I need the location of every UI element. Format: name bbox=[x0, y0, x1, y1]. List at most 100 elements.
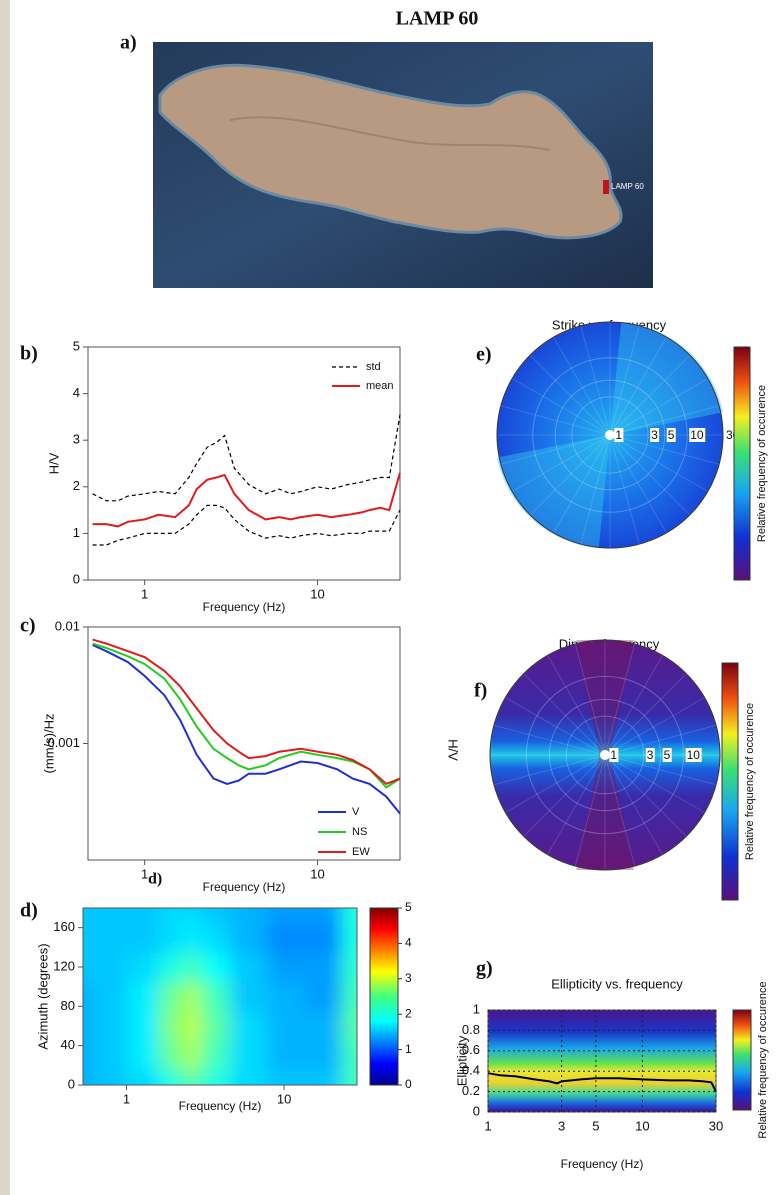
colorbar-tick-label: 2 bbox=[405, 1006, 412, 1020]
x-tick-label: 1 bbox=[141, 586, 148, 601]
heatmap-cell bbox=[304, 952, 343, 983]
heatmap-cell bbox=[182, 952, 203, 983]
heatmap-cell bbox=[266, 1040, 305, 1071]
heatmap-cell bbox=[230, 922, 268, 953]
y-tick-label: 0.6 bbox=[462, 1042, 480, 1057]
heatmap-cell bbox=[83, 1040, 96, 1071]
heatmap-cell bbox=[182, 922, 203, 953]
heatmap-cell bbox=[95, 952, 129, 983]
heatmap-cell bbox=[127, 908, 160, 924]
x-tick-label: 1 bbox=[123, 1091, 130, 1106]
series-line bbox=[92, 642, 401, 789]
legend-label: mean bbox=[366, 380, 394, 392]
heatmap-cell bbox=[159, 908, 184, 924]
colorbar-tick-label: 0 bbox=[405, 1077, 412, 1091]
density-background bbox=[488, 1010, 716, 1112]
ring-label-box bbox=[685, 748, 702, 762]
heatmap-cell bbox=[83, 908, 96, 924]
heatmap-cell bbox=[182, 1011, 203, 1042]
heatmap-cell bbox=[304, 981, 343, 1012]
plot-frame bbox=[87, 346, 401, 581]
y-tick-label: 0.001 bbox=[47, 735, 80, 750]
colorbar-tick-label: 3 bbox=[405, 971, 412, 985]
ring-label: 10 bbox=[690, 428, 704, 442]
heatmap-cell bbox=[230, 1040, 268, 1071]
ring-label: 3 bbox=[647, 748, 654, 762]
heatmap-cell bbox=[304, 922, 343, 953]
colorbar-label: Relative frequency of occurence bbox=[756, 385, 768, 542]
map-island bbox=[158, 63, 623, 240]
ring-label-box bbox=[645, 748, 655, 762]
heatmap-cell bbox=[127, 952, 160, 983]
y-tick-label: 40 bbox=[61, 1037, 75, 1052]
series-line bbox=[92, 638, 401, 786]
colorbar bbox=[369, 907, 399, 1086]
ring-label: 3 bbox=[651, 428, 658, 442]
x-tick-label: 1 bbox=[484, 1118, 491, 1133]
heatmap-cell bbox=[83, 922, 96, 953]
heatmap-cell bbox=[230, 981, 268, 1012]
heatmap-cell bbox=[341, 952, 357, 983]
x-axis-label: Frequency (Hz) bbox=[561, 1157, 644, 1171]
heatmap-cell bbox=[127, 981, 160, 1012]
heatmap-cell bbox=[230, 952, 268, 983]
panel-label: e) bbox=[476, 344, 492, 366]
heatmap-cell bbox=[266, 908, 305, 924]
series-line bbox=[92, 644, 401, 815]
polar-ring bbox=[571, 396, 649, 474]
heatmap-cell bbox=[159, 1040, 184, 1071]
polar-center bbox=[605, 430, 615, 440]
y-axis-label: H/V bbox=[46, 452, 61, 474]
x-axis-label: Frequency (Hz) bbox=[179, 1099, 262, 1113]
ring-label-box bbox=[689, 428, 706, 442]
panel-label: f) bbox=[474, 680, 487, 702]
y-tick-label: 4 bbox=[73, 385, 80, 400]
x-tick-label: 1 bbox=[141, 866, 148, 881]
heatmap-blur bbox=[83, 908, 357, 1085]
map-station-label: LAMP 60 bbox=[611, 182, 644, 191]
heatmap-cell bbox=[266, 922, 305, 953]
chart-title: Ellipticity vs. frequency bbox=[551, 976, 683, 991]
y-tick-label: 0 bbox=[68, 1076, 75, 1091]
legend-label: NS bbox=[352, 826, 367, 838]
legend-label: V bbox=[352, 806, 360, 818]
heatmap-cell bbox=[83, 952, 96, 983]
series-line bbox=[92, 414, 401, 502]
polar-ring bbox=[565, 715, 645, 795]
y-tick-label: 1 bbox=[73, 525, 80, 540]
heatmap-cell bbox=[202, 981, 232, 1012]
colorbar bbox=[733, 346, 751, 581]
heatmap-cell bbox=[182, 981, 203, 1012]
heatmap-cell bbox=[159, 1011, 184, 1042]
polar-ring bbox=[525, 675, 685, 835]
heatmap-cell bbox=[159, 952, 184, 983]
x-axis-label: Frequency (Hz) bbox=[203, 600, 286, 614]
y-tick-label: 0.2 bbox=[462, 1083, 480, 1098]
heatmap-cell bbox=[95, 1011, 129, 1042]
x-tick-label: 10 bbox=[310, 866, 324, 881]
heatmap-cell bbox=[83, 1070, 96, 1085]
heatmap-cell bbox=[202, 922, 232, 953]
heatmap-cell bbox=[341, 1040, 357, 1071]
ring-label-box bbox=[662, 748, 672, 762]
heatmap-cell bbox=[95, 922, 129, 953]
frame-strip bbox=[0, 0, 10, 1195]
heatmap-cell bbox=[304, 1011, 343, 1042]
ring-label: 1 bbox=[615, 428, 622, 442]
y-tick-label: 0 bbox=[73, 571, 80, 586]
colorbar bbox=[732, 1009, 752, 1111]
side-label: H/V bbox=[446, 739, 461, 761]
panel-label: b) bbox=[20, 343, 38, 365]
heatmap-cell bbox=[341, 922, 357, 953]
y-tick-label: 2 bbox=[73, 478, 80, 493]
heatmap-cell bbox=[182, 908, 203, 924]
y-tick-label: 1 bbox=[473, 1001, 480, 1016]
colorbar bbox=[721, 662, 739, 901]
y-tick-label: 3 bbox=[73, 432, 80, 447]
colorbar-label: Relative frequency of occurence bbox=[757, 981, 769, 1138]
x-tick-label: 30 bbox=[709, 1118, 723, 1133]
heatmap-cell bbox=[95, 981, 129, 1012]
y-tick-label: 0.4 bbox=[462, 1063, 480, 1078]
heatmap-cell bbox=[202, 952, 232, 983]
heatmap-cell bbox=[159, 1070, 184, 1085]
